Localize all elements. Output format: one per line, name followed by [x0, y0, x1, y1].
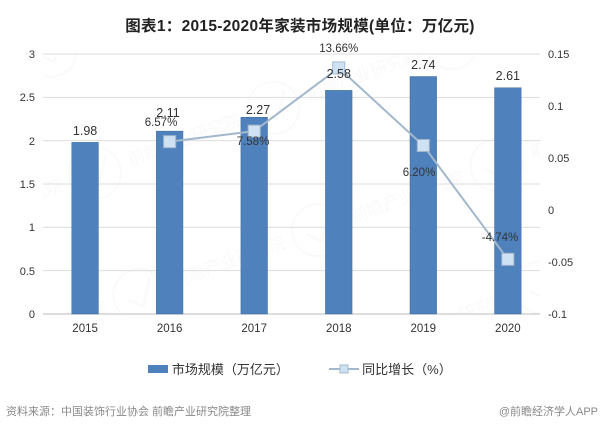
svg-text:2: 2 [29, 136, 35, 148]
svg-text:2015: 2015 [72, 323, 98, 335]
svg-text:0.05: 0.05 [548, 153, 569, 165]
svg-text:2018: 2018 [326, 323, 352, 335]
svg-text:6.57%: 6.57% [145, 117, 178, 129]
svg-text:3: 3 [29, 49, 35, 61]
svg-text:2020: 2020 [495, 323, 521, 335]
svg-text:7.58%: 7.58% [237, 136, 270, 148]
svg-text:0.15: 0.15 [548, 49, 569, 61]
svg-text:-4.74%: -4.74% [482, 232, 518, 244]
svg-text:0: 0 [548, 205, 554, 217]
svg-text:0.5: 0.5 [20, 266, 35, 278]
svg-text:6.20%: 6.20% [403, 167, 436, 179]
svg-text:2.61: 2.61 [496, 69, 520, 83]
svg-text:2019: 2019 [411, 323, 437, 335]
svg-text:2.74: 2.74 [411, 58, 435, 72]
svg-text:-0.05: -0.05 [548, 257, 573, 269]
svg-text:13.66%: 13.66% [319, 43, 358, 55]
svg-text:0: 0 [29, 309, 35, 321]
svg-text:1: 1 [29, 222, 35, 234]
svg-text:-0.1: -0.1 [548, 309, 567, 321]
svg-text:2.58: 2.58 [327, 67, 351, 81]
svg-text:1.98: 1.98 [73, 124, 97, 138]
svg-text:1.5: 1.5 [20, 179, 35, 191]
svg-text:2016: 2016 [157, 323, 183, 335]
svg-text:0.1: 0.1 [548, 101, 563, 113]
svg-text:2017: 2017 [241, 323, 267, 335]
svg-text:2.27: 2.27 [246, 103, 270, 117]
svg-text:2.5: 2.5 [20, 92, 35, 104]
